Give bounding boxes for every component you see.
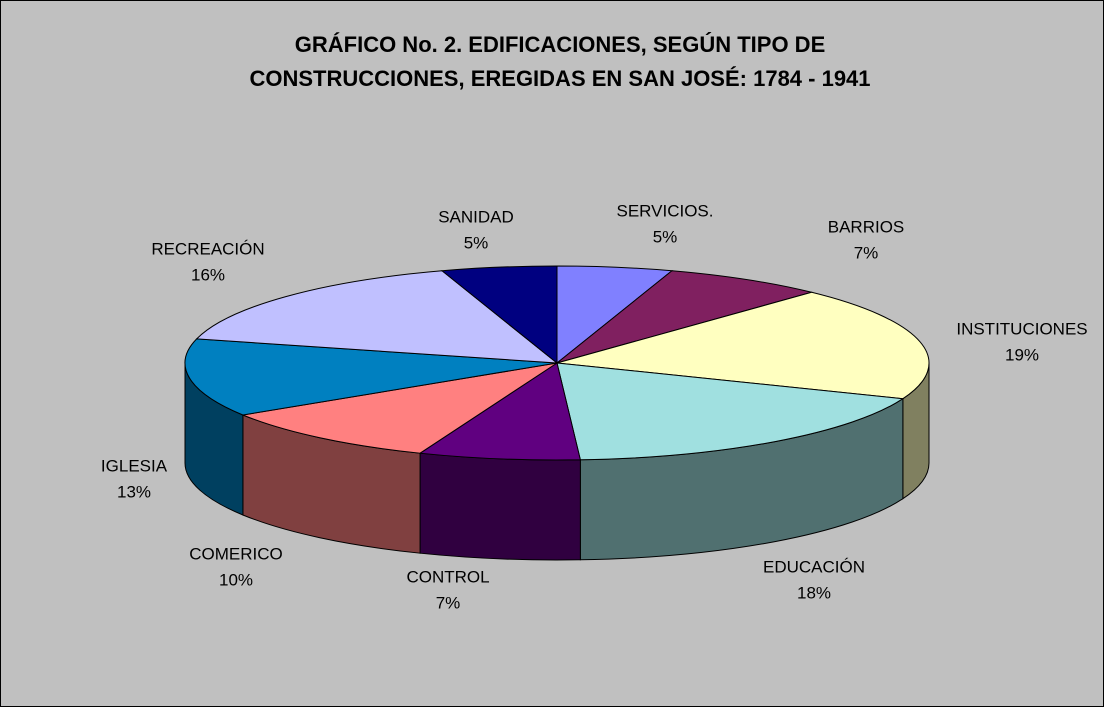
slice (195, 270, 559, 364)
slice (184, 338, 558, 416)
slice (556, 270, 814, 364)
slice-label: SERVICIOS. (617, 201, 714, 220)
slice-value-label: 5% (653, 227, 678, 246)
slice-label: RECREACIÓN (151, 239, 264, 258)
chart-title: CONSTRUCCIONES, EREGIDAS EN SAN JOSÉ: 17… (249, 66, 870, 91)
slice-value-label: 13% (117, 482, 151, 501)
chart-title: GRÁFICO No. 2. EDIFICACIONES, SEGÚN TIPO… (295, 32, 826, 57)
slice-value-label: 19% (1005, 345, 1039, 364)
slice-value-label: 18% (797, 583, 831, 602)
slice-value-label: 16% (191, 265, 225, 284)
slice-value-label: 7% (436, 593, 461, 612)
slice-value-label: 7% (854, 243, 879, 262)
slice-label: EDUCACIÓN (763, 557, 865, 576)
slice-label: INSTITUCIONES (956, 319, 1087, 338)
slice-label: IGLESIA (101, 456, 168, 475)
slice (440, 265, 558, 365)
slice-side (419, 452, 581, 561)
slice-label: CONTROL (406, 567, 489, 586)
slice-label: SANIDAD (438, 207, 514, 226)
slice-label: BARRIOS (828, 217, 905, 236)
slice-value-label: 5% (464, 233, 489, 252)
slice (556, 362, 905, 461)
slice-value-label: 10% (219, 570, 253, 589)
slice (241, 362, 558, 454)
slice-label: COMERICO (189, 544, 283, 563)
slice (418, 362, 581, 461)
